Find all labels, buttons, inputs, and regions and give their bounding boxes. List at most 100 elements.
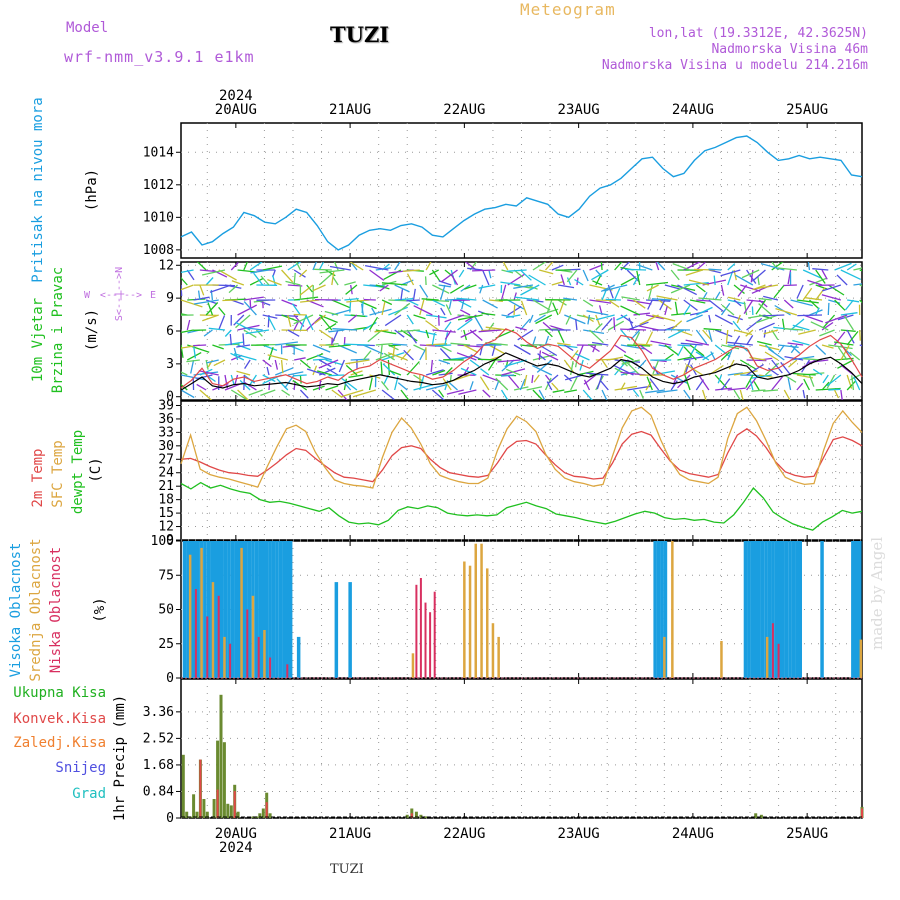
cloud-bar <box>257 636 260 678</box>
precip-bar <box>205 811 209 818</box>
wind-arrow <box>714 329 733 338</box>
wind-arrow <box>275 367 294 376</box>
wind-arrow <box>558 299 565 315</box>
wind-arrow <box>733 389 742 400</box>
precip-bar <box>195 811 199 818</box>
wind-arrow <box>243 329 257 338</box>
cloud-bar <box>480 543 483 678</box>
wind-arrow <box>507 299 525 310</box>
wind-arrow <box>487 359 496 371</box>
wind-arrow <box>445 304 452 316</box>
day-label-top: 24AUG <box>672 102 714 118</box>
wind-arrow <box>446 389 464 395</box>
y-tick-label: 1.68 <box>143 758 174 773</box>
wind-arrow <box>732 320 741 331</box>
wind-arrow <box>686 314 703 323</box>
wind-arrow <box>646 299 671 302</box>
wind-arrow <box>237 344 251 351</box>
wind-arrow <box>250 269 270 274</box>
wind-arrow <box>658 344 672 349</box>
wind-arrow <box>727 263 736 271</box>
wind-arrow <box>614 367 628 376</box>
wind-arrow <box>181 389 195 399</box>
y-tick-label: 9 <box>166 533 174 548</box>
cloud-bar <box>254 541 259 678</box>
wind-arrow <box>647 299 653 310</box>
wind-arrow <box>488 344 505 355</box>
y-tick-label: 0 <box>166 390 174 405</box>
wind-arrow <box>294 296 319 301</box>
cloud-bar <box>486 568 489 678</box>
precip-legend-item: Zaledj.Kisa <box>13 735 106 751</box>
wind-arrow <box>743 301 748 316</box>
wind-arrow <box>369 269 385 281</box>
wind-arrow <box>633 312 651 316</box>
wind-arrow <box>727 314 743 321</box>
high-cloud-label: Visoka Oblacnost <box>8 543 24 678</box>
wind-arrow <box>513 304 516 316</box>
y-tick-label: 1014 <box>143 145 174 160</box>
cloud-bar <box>285 541 289 678</box>
pressure-unit: (hPa) <box>84 169 100 211</box>
wind-arrow <box>513 344 531 356</box>
wind-arrow <box>382 363 396 376</box>
panel-frame-pressure <box>180 122 863 259</box>
wind-arrow <box>725 329 729 345</box>
wind-arrow <box>467 267 483 271</box>
wind-arrow <box>624 268 647 271</box>
wind-arrow <box>836 274 848 286</box>
wind-arrow <box>381 389 395 400</box>
wind-arrow <box>229 333 232 346</box>
wind-arrow <box>815 269 826 284</box>
wind-arrow <box>614 385 638 391</box>
wind-arrow <box>837 359 854 369</box>
wind-arrow <box>538 389 546 400</box>
wind-arrow <box>563 359 575 374</box>
temp-unit: (C) <box>88 457 104 482</box>
wind-arrow <box>260 275 270 286</box>
wind-arrow <box>790 355 815 361</box>
wind-arrow <box>812 368 823 376</box>
wind-arrow <box>645 389 665 394</box>
wind-arrow <box>425 262 432 271</box>
wind-arrow <box>727 296 741 301</box>
meteogram-title: Meteogram <box>520 0 616 19</box>
wind-arrow <box>461 299 465 310</box>
cloud-bar <box>230 541 235 678</box>
y-tick-label: 3.36 <box>143 705 174 720</box>
y-tick-label: 100 <box>151 534 174 549</box>
wind-arrow <box>688 279 710 286</box>
wind-arrow <box>469 359 480 368</box>
wind-arrow <box>826 374 836 389</box>
wind-arrow <box>727 372 743 376</box>
wind-arrow <box>444 321 452 331</box>
wind-arrow <box>360 303 364 316</box>
wind-arrow <box>460 367 477 376</box>
wind-arrow <box>803 378 811 391</box>
wind-arrow <box>523 374 528 386</box>
wind-arrow <box>717 374 723 384</box>
wind-arrow <box>248 389 263 396</box>
wind-arrow <box>375 284 390 290</box>
wind-arrow <box>312 385 325 391</box>
wind-arrow <box>205 359 209 370</box>
wind-arrow <box>637 264 653 271</box>
wind-arrow <box>299 314 308 331</box>
wind-arrow <box>506 269 527 272</box>
precip-bar <box>216 789 219 818</box>
wind-arrow <box>821 321 834 331</box>
wind-arrow <box>485 342 508 346</box>
wind-arrow <box>345 364 358 376</box>
wind-arrow <box>825 314 848 324</box>
wind-arrow <box>432 299 446 307</box>
wind-arrow <box>438 389 445 398</box>
wind-arrow <box>285 280 301 286</box>
wind-arrow <box>536 359 553 373</box>
wind-arrow <box>186 352 202 361</box>
cloud-bar <box>251 595 255 678</box>
wind-arrow <box>828 388 841 391</box>
wind-arrow <box>587 314 591 325</box>
precip-bar <box>268 813 272 818</box>
wind-arrow <box>316 354 333 361</box>
wind-arrow <box>440 307 446 316</box>
